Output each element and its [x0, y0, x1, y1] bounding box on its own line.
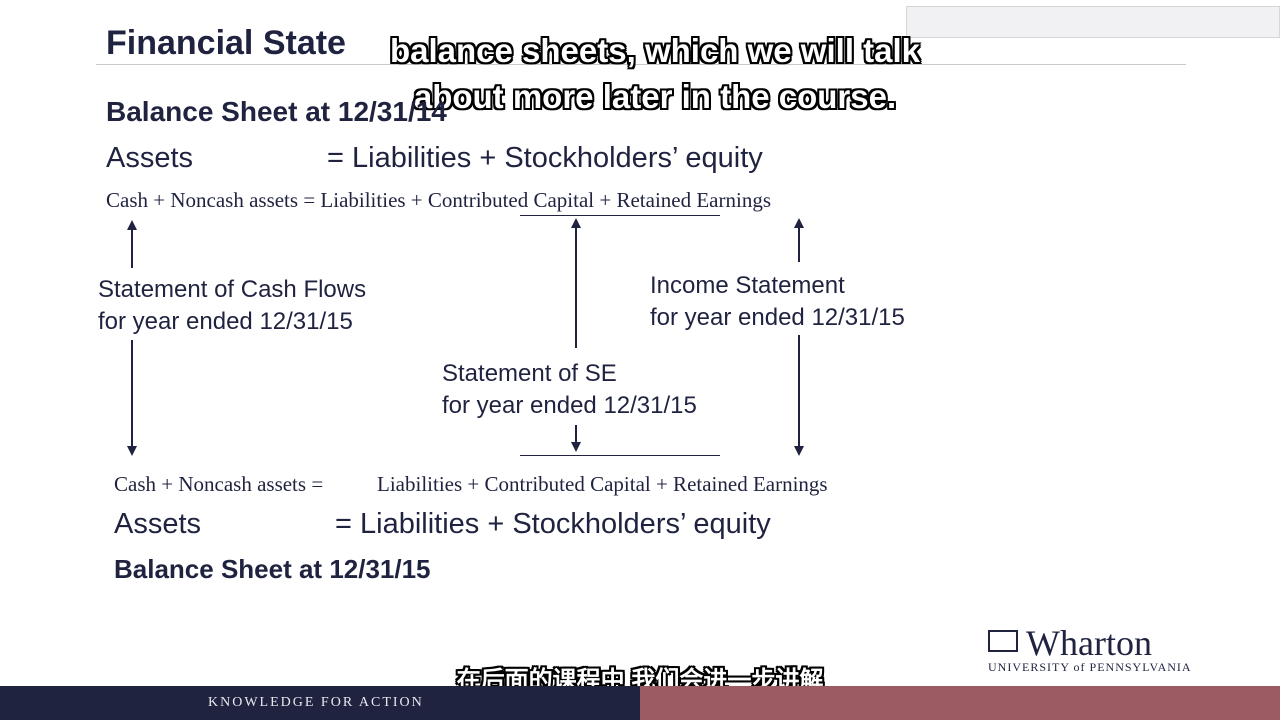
shield-icon — [988, 630, 1018, 652]
bottom-equation-assets: Assets — [114, 508, 202, 540]
bottom-detail-assets: Cash + Noncash assets = — [114, 472, 324, 496]
balance-sheet-end-heading: Balance Sheet at 12/31/15 — [114, 554, 431, 584]
logo-subtitle: UNIVERSITY of PENNSYLVANIA — [988, 660, 1192, 674]
subtitle-english: balance sheets, which we will talk about… — [310, 28, 1000, 120]
cash-flows-label-line1: Statement of Cash Flows — [98, 276, 367, 303]
income-arrow-up-shaft — [798, 226, 800, 262]
corner-panel — [906, 6, 1280, 38]
footer-bar-right — [640, 686, 1280, 720]
se-arrow-down-head — [571, 442, 581, 452]
top-detail-equation: Cash + Noncash assets = Liabilities + Co… — [106, 188, 772, 212]
se-label-line1: Statement of SE — [442, 360, 617, 387]
income-statement-label-line1: Income Statement — [650, 272, 845, 299]
footer-tagline: KNOWLEDGE FOR ACTION — [208, 695, 424, 710]
subtitle-english-line2: about more later in the course. — [413, 78, 897, 115]
top-equation-assets: Assets — [106, 142, 194, 174]
title-divider — [96, 64, 1186, 65]
bottom-equation-liabilities-equity: = Liabilities + Stockholders’ equity — [335, 508, 771, 540]
logo-wordmark: Wharton — [1026, 623, 1152, 663]
se-arrow-up-shaft — [575, 226, 577, 348]
balance-sheet-start-heading: Balance Sheet at 12/31/14 — [106, 96, 447, 127]
income-arrow-down-head — [794, 446, 804, 456]
cash-flow-arrow-down-head — [127, 446, 137, 456]
slide-title: Financial State — [106, 24, 346, 62]
se-label-line2: for year ended 12/31/15 — [442, 392, 697, 419]
subtitle-english-line1: balance sheets, which we will talk — [389, 32, 921, 69]
footer-bar-left — [0, 686, 640, 720]
top-equation-liabilities-equity: = Liabilities + Stockholders’ equity — [327, 142, 763, 174]
se-arrow-up-head — [571, 218, 581, 228]
top-bracket-line — [520, 215, 720, 216]
se-arrow-down-shaft — [575, 425, 577, 443]
cash-flow-arrow-up-head — [127, 220, 137, 230]
income-arrow-down-shaft — [798, 335, 800, 447]
income-statement-label: Income Statement for year ended 12/31/15 — [650, 270, 905, 334]
income-arrow-up-head — [794, 218, 804, 228]
cash-flow-arrow-down-shaft — [131, 340, 133, 448]
cash-flow-arrow-up-shaft — [131, 228, 133, 268]
income-statement-label-line2: for year ended 12/31/15 — [650, 304, 905, 331]
se-label: Statement of SE for year ended 12/31/15 — [442, 358, 697, 422]
bottom-bracket-line — [520, 455, 720, 456]
bottom-detail-liabilities: Liabilities + Contributed Capital + Reta… — [377, 472, 828, 496]
cash-flows-label-line2: for year ended 12/31/15 — [98, 308, 353, 335]
cash-flows-label: Statement of Cash Flows for year ended 1… — [98, 274, 366, 338]
